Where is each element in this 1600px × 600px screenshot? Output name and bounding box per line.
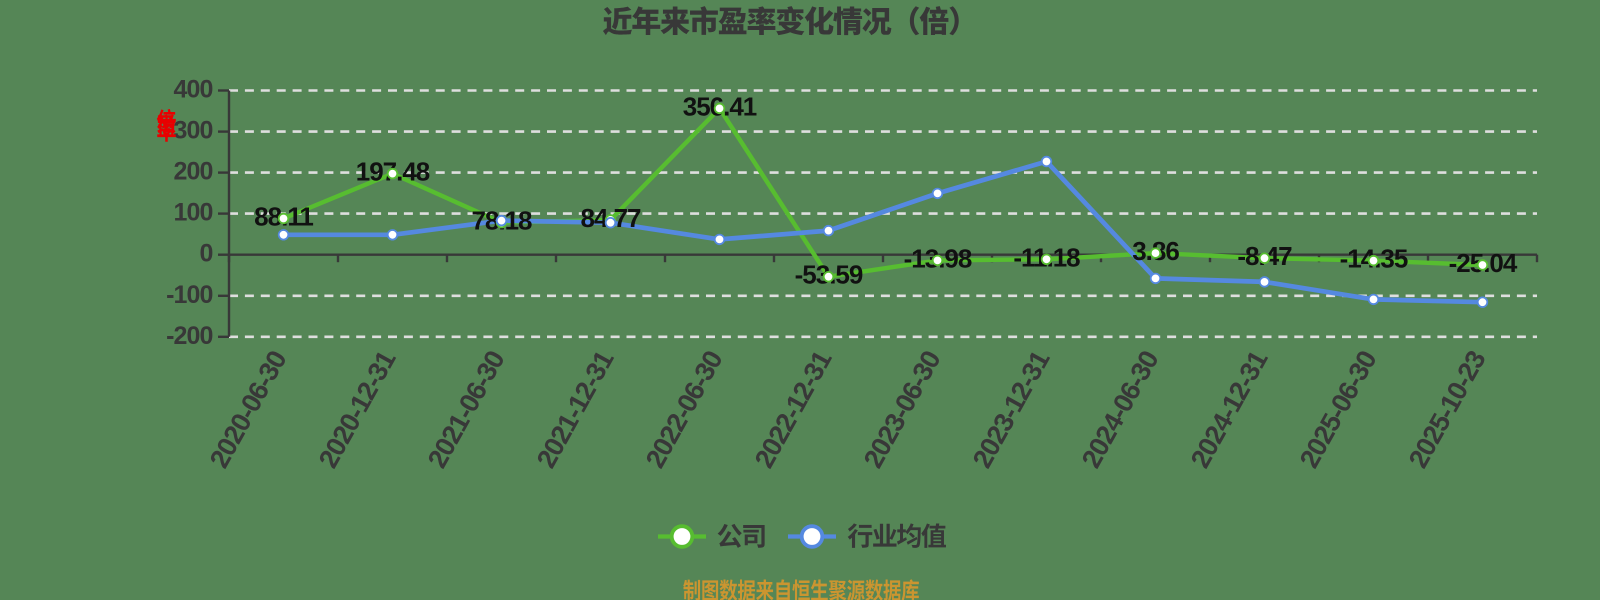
svg-text:100: 100 [173, 199, 212, 227]
svg-text:200: 200 [173, 158, 212, 186]
svg-text:-200: -200 [166, 322, 212, 350]
svg-text:400: 400 [173, 76, 212, 104]
svg-text:0: 0 [199, 240, 212, 268]
svg-text:300: 300 [173, 117, 212, 145]
svg-text:-100: -100 [166, 281, 212, 309]
